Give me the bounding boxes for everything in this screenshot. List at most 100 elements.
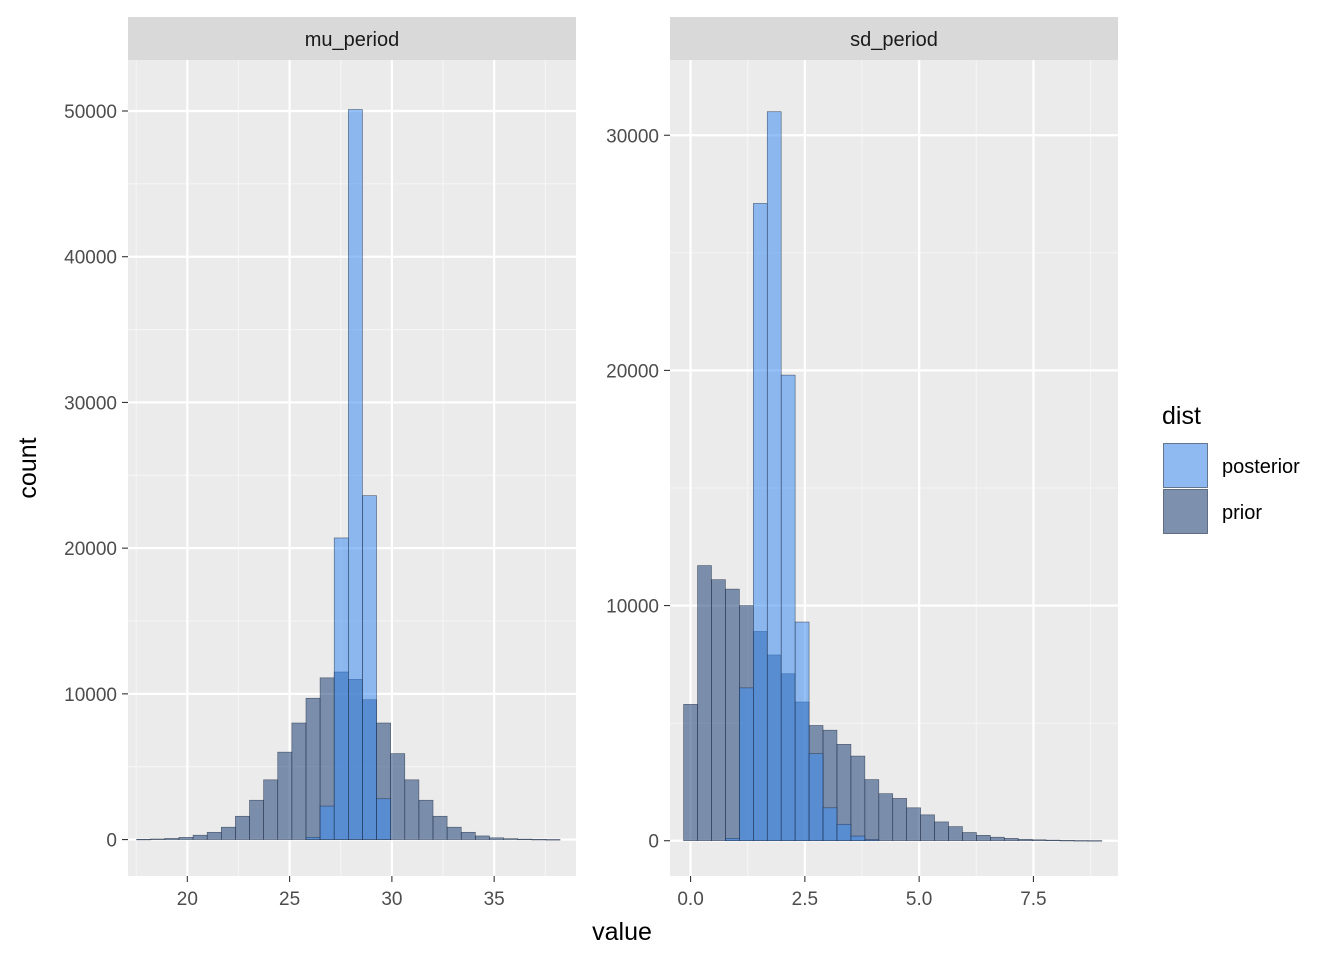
facet-strip-label: sd_period (850, 29, 938, 51)
prior-bar (976, 835, 991, 842)
posterior-bar (376, 798, 391, 840)
posterior-bar (822, 807, 838, 842)
posterior-bar (725, 838, 740, 842)
posterior-bar (864, 839, 880, 842)
legend-key-prior (1163, 489, 1208, 534)
posterior-bar (333, 537, 349, 840)
posterior-bar (305, 837, 321, 840)
legend-label-prior: prior (1222, 502, 1262, 524)
prior-bar (503, 838, 518, 840)
x-tick-label: 2.5 (792, 889, 818, 910)
posterior-bar (794, 621, 810, 842)
series-posterior (725, 111, 880, 842)
prior-bar (418, 799, 434, 840)
posterior-bar (836, 823, 852, 842)
y-tick-label: 50000 (64, 102, 117, 123)
legend: dist posterior prior (1162, 402, 1300, 534)
x-axis-title: value (592, 918, 652, 946)
y-tick-label: 0 (648, 832, 659, 853)
prior-bar (475, 835, 490, 840)
panel-sd-period: sd_period 0.0 2.5 5.0 7.5 0 10000 20000 30000 (606, 17, 1118, 910)
prior-bar (725, 588, 740, 842)
y-tick-label: 20000 (64, 539, 117, 560)
prior-bar (1017, 839, 1033, 842)
prior-bar (892, 798, 907, 842)
legend-label-posterior: posterior (1222, 456, 1300, 478)
posterior-bar (753, 203, 768, 842)
posterior-bar (850, 835, 866, 842)
prior-bar (291, 722, 307, 840)
prior-bar (206, 831, 222, 840)
y-tick-label: 30000 (64, 393, 117, 414)
prior-bar (390, 753, 406, 840)
prior-bar (711, 579, 726, 842)
prior-bar (489, 837, 504, 840)
y-tick-label: 40000 (64, 248, 117, 269)
y-tick-label: 10000 (64, 685, 117, 706)
prior-bar (920, 814, 935, 842)
facet-strip (670, 17, 1118, 60)
prior-bar (136, 838, 152, 841)
posterior-bar (766, 111, 782, 842)
prior-bar (192, 834, 208, 840)
prior-bar (432, 815, 448, 840)
prior-bar (545, 839, 561, 841)
x-tick-label: 30 (381, 889, 402, 910)
prior-bar (517, 838, 533, 841)
x-tick-label: 25 (279, 889, 300, 910)
prior-bar (446, 826, 462, 840)
x-tick-label: 20 (177, 889, 198, 910)
prior-bar (990, 836, 1005, 842)
prior-bar (1073, 840, 1089, 842)
prior-bar (249, 799, 264, 840)
posterior-bar (808, 753, 824, 842)
prior-bar (178, 837, 194, 840)
facet-strip (128, 17, 576, 60)
x-tick-label: 35 (484, 889, 505, 910)
x-tick-label: 7.5 (1020, 889, 1046, 910)
posterior-bar (739, 687, 754, 842)
prior-bar (1045, 839, 1061, 842)
prior-bar (150, 838, 166, 840)
panel-mu-period: mu_period 20 25 30 35 0 10000 20000 30000 40000 50… (64, 17, 576, 910)
posterior-bar (362, 495, 377, 840)
prior-bar (683, 704, 698, 842)
prior-bar (460, 831, 476, 840)
prior-bar (277, 751, 293, 840)
posterior-bar (348, 109, 363, 840)
prior-bar (164, 838, 180, 840)
prior-bar (235, 815, 250, 840)
prior-bar (850, 755, 866, 842)
prior-bar (864, 779, 880, 842)
y-tick-label: 30000 (606, 126, 659, 147)
x-tick-label: 5.0 (906, 889, 932, 910)
prior-bar (934, 821, 949, 842)
prior-bar (906, 807, 921, 842)
posterior-bar (319, 805, 335, 840)
prior-bar (531, 839, 547, 841)
prior-bar (1087, 840, 1103, 842)
legend-items: posterior prior (1163, 443, 1300, 534)
y-tick-label: 20000 (606, 361, 659, 382)
prior-bar (1003, 838, 1019, 842)
prior-bar (220, 826, 236, 840)
y-tick-label: 0 (106, 831, 117, 852)
prior-bar (878, 793, 894, 842)
series-posterior (305, 109, 391, 840)
x-tick-label: 0.0 (677, 889, 703, 910)
prior-bar (962, 832, 977, 842)
y-axis-title: count (14, 437, 42, 498)
prior-bar (1031, 839, 1047, 842)
prior-bar (697, 565, 712, 842)
prior-bar (305, 697, 321, 840)
panels-layer: mu_period 20 25 30 35 0 10000 20000 30000 40000 50… (64, 17, 1118, 910)
prior-bar (948, 826, 963, 842)
y-tick-label: 10000 (606, 597, 659, 618)
posterior-bar (780, 374, 796, 842)
prior-bar (404, 779, 420, 840)
legend-title: dist (1162, 402, 1201, 430)
facet-strip-label: mu_period (305, 29, 400, 51)
legend-key-posterior (1163, 443, 1208, 488)
prior-bar (263, 779, 279, 840)
